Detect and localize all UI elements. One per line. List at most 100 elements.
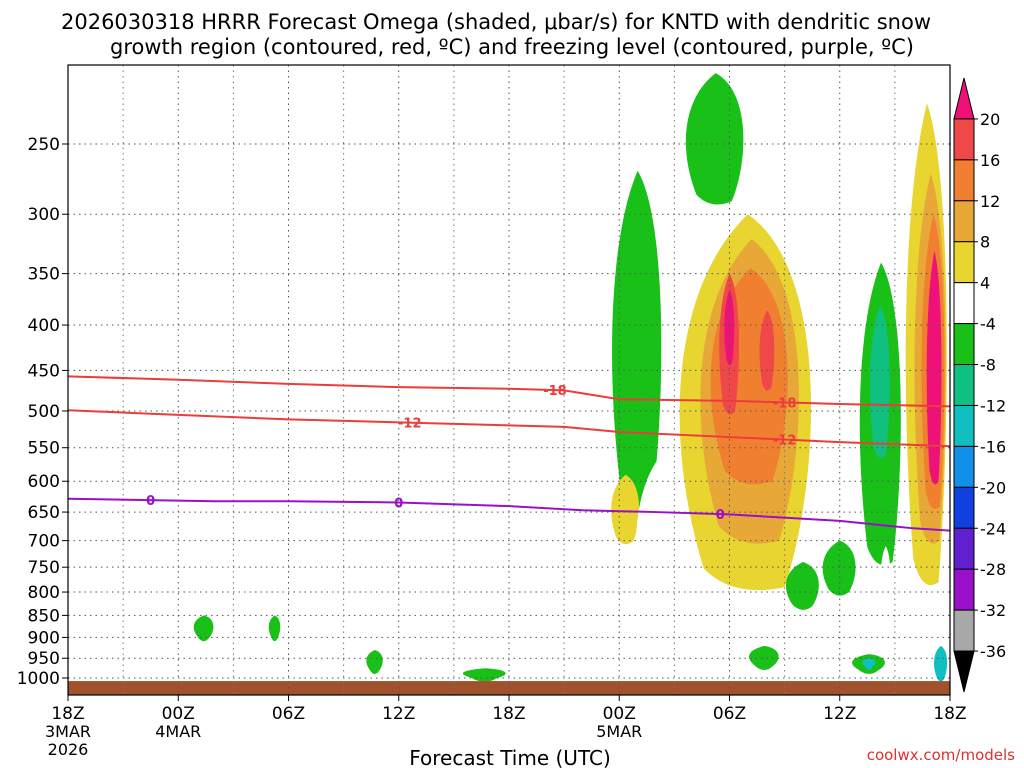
temperature-contours: -18 -18 -12 -12 0 0 0 bbox=[68, 375, 950, 532]
x-tick-year-0: 2026 bbox=[48, 740, 89, 759]
y-tick-label-1000: 1000 bbox=[17, 669, 60, 689]
omega-cell-11 bbox=[785, 562, 819, 610]
omega-shading bbox=[68, 73, 950, 695]
y-tick-label-600: 600 bbox=[28, 472, 60, 492]
omega-cell-1 bbox=[141, 250, 151, 357]
colorbar-band-8 bbox=[953, 404, 975, 447]
colorbar-label-3: 8 bbox=[980, 233, 990, 252]
isotherm-label-2-0: 0 bbox=[146, 494, 155, 509]
y-tick-label-550: 550 bbox=[28, 439, 60, 459]
x-tick-label-12: 06Z bbox=[272, 704, 305, 724]
colorbar-band-13 bbox=[953, 609, 975, 652]
colorbar-band-4 bbox=[953, 241, 975, 284]
x-tick-date-0: 3MAR bbox=[45, 722, 91, 741]
colorbar-band-3 bbox=[953, 200, 975, 243]
omega-cell-18 bbox=[462, 668, 506, 682]
x-tick-label-6: 00Z bbox=[162, 704, 195, 724]
x-tick-date-6: 4MAR bbox=[155, 722, 201, 741]
omega-cell-17 bbox=[366, 650, 383, 674]
y-tick-label-750: 750 bbox=[28, 558, 60, 578]
omega-cell-12 bbox=[822, 540, 856, 596]
x-axis-title: Forecast Time (UTC) bbox=[409, 746, 611, 768]
credit-text: coolwx.com/models bbox=[867, 746, 1015, 764]
omega-cell-5 bbox=[268, 615, 281, 642]
colorbar-label-7: -12 bbox=[980, 396, 1006, 415]
y-tick-label-500: 500 bbox=[28, 402, 60, 422]
colorbar-label-13: -36 bbox=[980, 642, 1006, 661]
omega-cell-2 bbox=[80, 562, 121, 662]
colorbar-band-12 bbox=[953, 568, 975, 611]
isotherm-label-2-2: 0 bbox=[716, 508, 725, 523]
colorbar-label-1: 16 bbox=[980, 151, 1000, 170]
omega-cell-0 bbox=[87, 201, 114, 399]
omega-late-20-24 bbox=[926, 250, 942, 485]
colorbar-label-9: -20 bbox=[980, 478, 1006, 497]
colorbar-band-top-arrow bbox=[953, 77, 975, 120]
colorbar-band-2 bbox=[953, 159, 975, 202]
x-tick-label-0: 18Z bbox=[51, 704, 84, 724]
omega-late-ascent-8-12 bbox=[869, 305, 890, 458]
colorbar-label-0: 20 bbox=[980, 110, 1000, 129]
y-tick-label-800: 800 bbox=[28, 583, 60, 603]
isotherm-line-1 bbox=[68, 409, 950, 448]
colorbar-label-5: -4 bbox=[980, 315, 996, 334]
isotherm-label-1-1: -12 bbox=[773, 434, 797, 449]
colorbar-label-12: -32 bbox=[980, 601, 1006, 620]
y-tick-label-650: 650 bbox=[28, 503, 60, 523]
omega-cell-9 bbox=[611, 474, 640, 545]
gridlines bbox=[68, 65, 950, 695]
chart-title-line2: growth region (contoured, red, ºC) and f… bbox=[110, 35, 914, 59]
y-tick-label-300: 300 bbox=[28, 205, 60, 225]
y-tick-label-950: 950 bbox=[28, 649, 60, 669]
omega-cell-16 bbox=[862, 658, 876, 671]
y-axis: 2503003504004505005506006507007508008509… bbox=[17, 135, 68, 689]
x-tick-label-36: 06Z bbox=[713, 704, 746, 724]
omega-cell-7 bbox=[554, 395, 601, 601]
isotherm-label-0-1: -18 bbox=[773, 396, 797, 411]
omega-cell-14 bbox=[749, 645, 779, 670]
colorbar-label-4: 4 bbox=[980, 274, 990, 293]
y-tick-label-250: 250 bbox=[28, 135, 60, 155]
y-tick-label-450: 450 bbox=[28, 361, 60, 381]
omega-region-ascent-upper bbox=[685, 73, 744, 205]
colorbar-label-10: -24 bbox=[980, 519, 1006, 538]
omega-inner-16-20b bbox=[759, 310, 775, 391]
colorbar-label-8: -16 bbox=[980, 437, 1006, 456]
x-tick-label-30: 00Z bbox=[603, 704, 636, 724]
y-tick-label-700: 700 bbox=[28, 532, 60, 552]
y-tick-label-850: 850 bbox=[28, 606, 60, 626]
y-tick-label-900: 900 bbox=[28, 628, 60, 648]
omega-cell-4 bbox=[193, 615, 214, 642]
omega-cell-10 bbox=[635, 454, 686, 633]
omega-cell-19 bbox=[933, 645, 948, 682]
omega-cell-13 bbox=[880, 546, 891, 610]
isotherm-label-0-0: -18 bbox=[543, 384, 567, 399]
colorbar-label-6: -8 bbox=[980, 356, 996, 375]
y-tick-label-350: 350 bbox=[28, 265, 60, 285]
colorbar: 20 16 12 8 4 -4 -8 -12 -16 -20 -24 -28 -32 -36 bbox=[953, 77, 1006, 693]
isotherm-line-2 bbox=[68, 497, 950, 532]
chart-title-line1: 2026030318 HRRR Forecast Omega (shaded, … bbox=[61, 10, 931, 34]
isotherm-label-1-0: -12 bbox=[398, 417, 422, 432]
colorbar-band-7 bbox=[953, 364, 975, 406]
colorbar-band-11 bbox=[953, 527, 975, 570]
y-tick-label-400: 400 bbox=[28, 316, 60, 336]
isotherm-line-0 bbox=[68, 375, 950, 408]
colorbar-band-bottom-arrow bbox=[953, 650, 975, 693]
surface-terrain bbox=[68, 681, 950, 695]
omega-cell-8 bbox=[601, 556, 624, 666]
colorbar-label-2: 12 bbox=[980, 192, 1000, 211]
omega-inner-20-24 bbox=[724, 289, 735, 366]
isotherm-label-2-1: 0 bbox=[394, 496, 403, 511]
x-tick-label-48: 18Z bbox=[933, 704, 966, 724]
x-tick-label-42: 12Z bbox=[823, 704, 856, 724]
colorbar-label-11: -28 bbox=[980, 560, 1006, 579]
x-tick-label-18: 12Z bbox=[382, 704, 415, 724]
colorbar-band-5 bbox=[953, 282, 975, 325]
colorbar-band-10 bbox=[953, 486, 975, 529]
x-tick-label-24: 18Z bbox=[492, 704, 525, 724]
omega-cell-6 bbox=[542, 159, 553, 391]
colorbar-band-1 bbox=[953, 118, 975, 161]
